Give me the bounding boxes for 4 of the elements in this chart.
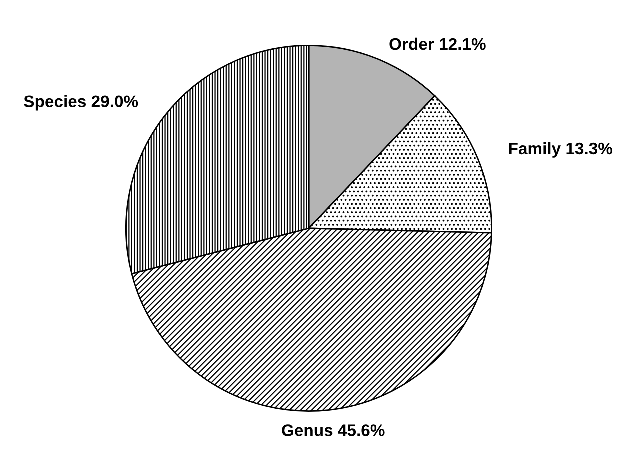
slice-label: Order 12.1%: [390, 38, 486, 50]
slice-label: Genus 45.6%: [282, 424, 385, 436]
slice-label: Family 13.3%: [509, 142, 613, 158]
slice-label: Species 29.0%: [24, 95, 138, 111]
